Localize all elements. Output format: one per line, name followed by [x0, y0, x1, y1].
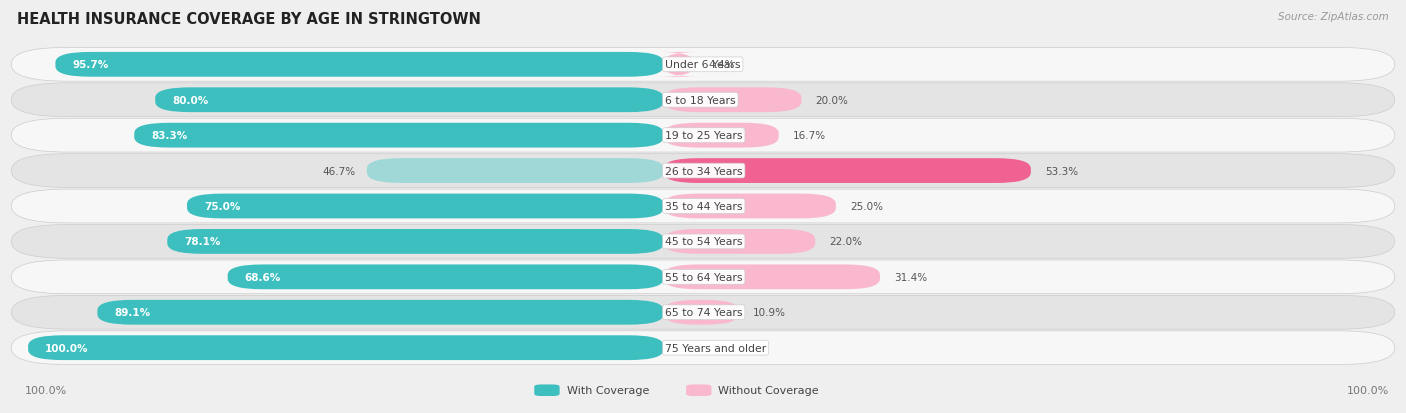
FancyBboxPatch shape: [11, 260, 1395, 294]
Text: 6 to 18 Years: 6 to 18 Years: [665, 95, 735, 105]
Text: 22.0%: 22.0%: [830, 237, 862, 247]
FancyBboxPatch shape: [134, 123, 664, 148]
FancyBboxPatch shape: [11, 84, 1395, 117]
Text: 80.0%: 80.0%: [172, 95, 208, 105]
FancyBboxPatch shape: [55, 53, 664, 78]
Text: 35 to 44 Years: 35 to 44 Years: [665, 202, 742, 211]
Text: 68.6%: 68.6%: [245, 272, 281, 282]
Text: 53.3%: 53.3%: [1045, 166, 1078, 176]
FancyBboxPatch shape: [11, 48, 1395, 82]
Text: 19 to 25 Years: 19 to 25 Years: [665, 131, 742, 141]
FancyBboxPatch shape: [11, 225, 1395, 259]
FancyBboxPatch shape: [534, 385, 560, 396]
Text: 4.4%: 4.4%: [709, 60, 734, 70]
FancyBboxPatch shape: [686, 385, 711, 396]
FancyBboxPatch shape: [664, 230, 815, 254]
Text: 100.0%: 100.0%: [25, 385, 67, 395]
Text: 75 Years and older: 75 Years and older: [665, 343, 766, 353]
FancyBboxPatch shape: [28, 335, 664, 360]
Text: 55 to 64 Years: 55 to 64 Years: [665, 272, 742, 282]
FancyBboxPatch shape: [664, 194, 835, 219]
FancyBboxPatch shape: [664, 88, 801, 113]
FancyBboxPatch shape: [187, 194, 664, 219]
Text: HEALTH INSURANCE COVERAGE BY AGE IN STRINGTOWN: HEALTH INSURANCE COVERAGE BY AGE IN STRI…: [17, 12, 481, 27]
Text: 89.1%: 89.1%: [114, 308, 150, 318]
FancyBboxPatch shape: [155, 88, 664, 113]
Text: 26 to 34 Years: 26 to 34 Years: [665, 166, 742, 176]
FancyBboxPatch shape: [11, 154, 1395, 188]
FancyBboxPatch shape: [11, 331, 1395, 365]
Text: Without Coverage: Without Coverage: [718, 385, 820, 395]
Text: 95.7%: 95.7%: [72, 60, 108, 70]
Text: 100.0%: 100.0%: [1347, 385, 1389, 395]
Text: 83.3%: 83.3%: [150, 131, 187, 141]
FancyBboxPatch shape: [659, 53, 699, 78]
FancyBboxPatch shape: [664, 300, 738, 325]
Text: 78.1%: 78.1%: [184, 237, 221, 247]
Text: 31.4%: 31.4%: [894, 272, 927, 282]
FancyBboxPatch shape: [367, 159, 664, 183]
Text: 75.0%: 75.0%: [204, 202, 240, 211]
FancyBboxPatch shape: [167, 230, 664, 254]
FancyBboxPatch shape: [664, 123, 779, 148]
Text: With Coverage: With Coverage: [567, 385, 650, 395]
FancyBboxPatch shape: [664, 265, 880, 290]
Text: 100.0%: 100.0%: [45, 343, 89, 353]
Text: 45 to 54 Years: 45 to 54 Years: [665, 237, 742, 247]
Text: 16.7%: 16.7%: [793, 131, 825, 141]
Text: 65 to 74 Years: 65 to 74 Years: [665, 308, 742, 318]
Text: 20.0%: 20.0%: [815, 95, 848, 105]
FancyBboxPatch shape: [11, 119, 1395, 153]
Text: 10.9%: 10.9%: [752, 308, 786, 318]
Text: 46.7%: 46.7%: [322, 166, 356, 176]
FancyBboxPatch shape: [11, 296, 1395, 329]
FancyBboxPatch shape: [664, 159, 1031, 183]
FancyBboxPatch shape: [97, 300, 664, 325]
Text: Source: ZipAtlas.com: Source: ZipAtlas.com: [1278, 12, 1389, 22]
Text: 25.0%: 25.0%: [849, 202, 883, 211]
Text: Under 6 Years: Under 6 Years: [665, 60, 741, 70]
FancyBboxPatch shape: [228, 265, 664, 290]
FancyBboxPatch shape: [11, 190, 1395, 223]
